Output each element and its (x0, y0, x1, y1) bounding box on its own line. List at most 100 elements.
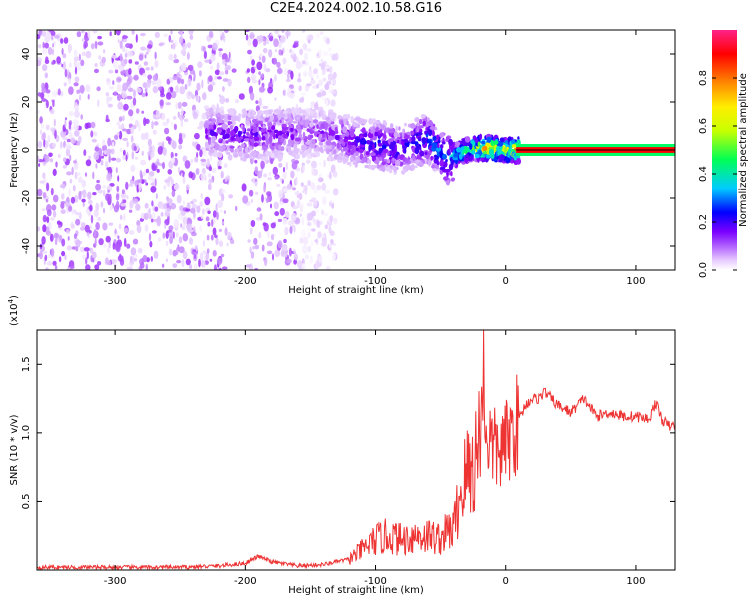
ridge-cell (378, 147, 383, 154)
ridge-cell (301, 114, 306, 121)
noise-cell (97, 35, 102, 40)
page-title: C2E4.2024.002.10.58.G16 (269, 1, 443, 16)
ridge-cell (270, 115, 273, 122)
ridge-cell (445, 168, 451, 173)
noise-cell (311, 71, 315, 79)
ridge-cell (293, 143, 298, 149)
ridge-cell (299, 120, 304, 126)
noise-cell (304, 61, 309, 66)
noise-cell (134, 156, 139, 160)
noise-cell (173, 123, 177, 131)
ridge-cell (298, 132, 302, 139)
noise-cell (133, 89, 136, 98)
noise-cell (273, 38, 279, 48)
ridge-cell (295, 124, 301, 130)
noise-cell (175, 102, 178, 110)
noise-cell (129, 116, 134, 121)
ridge-cell (219, 138, 222, 142)
noise-cell (124, 49, 128, 54)
noise-cell (334, 52, 339, 61)
noise-cell (68, 188, 71, 197)
noise-cell (48, 30, 54, 33)
noise-cell (122, 115, 125, 122)
noise-cell (74, 59, 77, 67)
noise-cell (198, 258, 201, 268)
ridge-cell (363, 132, 368, 138)
ridge-cell (325, 116, 331, 121)
noise-cell (316, 74, 319, 80)
noise-cell (42, 192, 47, 199)
ridge-cell (340, 138, 344, 145)
noise-cell (126, 140, 129, 148)
noise-cell (258, 79, 261, 86)
noise-cell (83, 149, 87, 157)
noise-cell (212, 81, 216, 86)
noise-cell (234, 121, 237, 125)
ridge-cell (274, 117, 279, 121)
noise-cell (166, 118, 170, 124)
noise-cell (195, 168, 200, 175)
noise-cell (168, 225, 174, 231)
noise-cell (279, 207, 285, 216)
noise-cell (219, 209, 223, 213)
ridge-cell (416, 122, 420, 127)
noise-cell (102, 185, 107, 189)
noise-cell (169, 205, 172, 210)
noise-cell (201, 112, 207, 120)
noise-cell (155, 110, 160, 119)
noise-cell (190, 158, 194, 164)
noise-cell (306, 202, 313, 207)
noise-cell (85, 122, 92, 129)
noise-cell (135, 34, 138, 43)
ridge-cell (412, 155, 416, 162)
noise-cell (138, 123, 141, 132)
noise-cell (46, 261, 53, 266)
noise-cell (296, 77, 302, 83)
bottom-y-tick-label: 0.5 (21, 493, 32, 509)
noise-cell (247, 49, 252, 55)
noise-cell (165, 102, 171, 106)
noise-cell (316, 83, 320, 89)
ridge-cell (239, 136, 244, 140)
top-y-tick-label: 40 (21, 48, 32, 61)
noise-cell (44, 104, 47, 109)
noise-cell (193, 71, 196, 81)
noise-cell (250, 73, 257, 81)
noise-cell (217, 76, 222, 80)
noise-cell (205, 216, 210, 222)
noise-cell (283, 253, 288, 258)
noise-cell (162, 147, 167, 156)
ridge-cell (469, 143, 473, 150)
noise-cell (37, 60, 42, 67)
noise-cell (201, 79, 204, 89)
noise-cell (332, 71, 337, 79)
noise-cell (266, 191, 272, 197)
noise-cell (154, 31, 160, 39)
noise-cell (73, 82, 79, 87)
ridge-cell (334, 126, 338, 134)
noise-cell (76, 141, 81, 146)
noise-cell (121, 90, 127, 99)
noise-cell (114, 134, 119, 140)
ridge-cell (439, 166, 445, 171)
ridge-cell (382, 140, 387, 145)
ridge-cell (517, 136, 520, 141)
ridge-cell (350, 141, 356, 146)
noise-cell (281, 30, 285, 33)
noise-cell (108, 222, 114, 226)
noise-cell (67, 78, 72, 85)
ridge-cell (213, 124, 217, 130)
noise-cell (123, 39, 128, 43)
ridge-cell (398, 126, 401, 131)
ridge-cell (336, 156, 342, 160)
noise-cell (67, 236, 70, 241)
noise-cell (287, 87, 292, 94)
noise-cell (270, 234, 275, 241)
noise-cell (117, 101, 123, 110)
noise-cell (140, 46, 147, 51)
ridge-cell (235, 134, 238, 138)
ridge-cell (477, 141, 481, 147)
noise-cell (119, 40, 123, 49)
noise-cell (132, 175, 135, 182)
noise-cell (95, 183, 101, 191)
